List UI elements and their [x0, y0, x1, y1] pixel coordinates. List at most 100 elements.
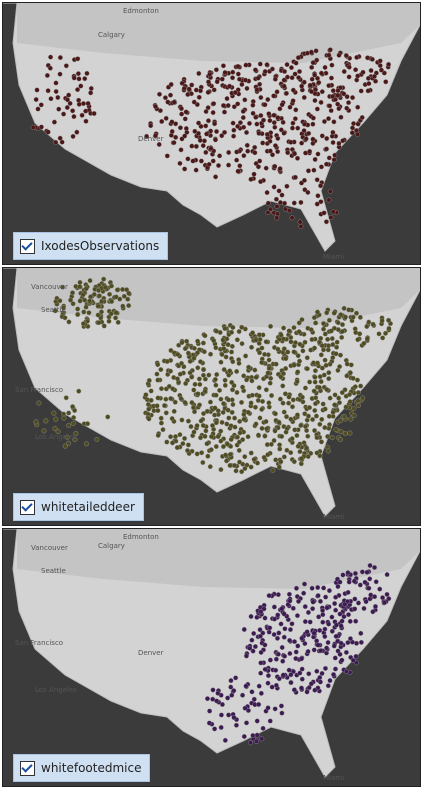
place-label: Vancouver	[31, 283, 68, 291]
observation-point	[79, 112, 85, 118]
observation-point	[240, 115, 246, 121]
observation-point	[241, 124, 247, 130]
observation-point	[301, 177, 307, 183]
layer-toggle[interactable]: whitetaileddeer	[13, 493, 144, 521]
observation-point	[213, 345, 219, 351]
observation-point	[367, 576, 373, 582]
observation-point	[325, 683, 331, 689]
observation-point	[339, 390, 345, 396]
observation-point	[114, 287, 120, 293]
observation-point	[274, 215, 280, 221]
observation-point	[187, 370, 193, 376]
observation-point	[276, 464, 282, 470]
observation-point	[257, 415, 263, 421]
observation-point	[258, 113, 264, 119]
observation-point	[335, 101, 341, 107]
observation-point	[71, 114, 77, 120]
observation-point	[101, 323, 107, 329]
observation-point	[337, 651, 343, 657]
observation-point	[62, 443, 68, 449]
observation-point	[299, 656, 305, 662]
observation-point	[327, 47, 333, 53]
observation-point	[202, 333, 208, 339]
observation-point	[289, 404, 295, 410]
observation-point	[372, 594, 378, 600]
observation-point	[237, 430, 243, 436]
place-label: Miami	[323, 253, 344, 261]
observation-point	[328, 75, 334, 81]
observation-point	[228, 678, 234, 684]
observation-point	[266, 111, 272, 117]
place-label: Los Angeles	[35, 686, 77, 694]
observation-point	[314, 668, 320, 674]
observation-point	[306, 130, 312, 136]
layer-toggle[interactable]: whitefootedmice	[13, 754, 151, 782]
observation-point	[352, 570, 358, 576]
observation-point	[66, 319, 72, 325]
observation-point	[326, 317, 332, 323]
observation-point	[215, 434, 221, 440]
observation-point	[152, 133, 158, 139]
observation-point	[202, 388, 208, 394]
observation-point	[259, 345, 265, 351]
checkbox[interactable]	[20, 499, 35, 515]
observation-point	[286, 400, 292, 406]
observation-point	[344, 361, 350, 367]
observation-point	[243, 62, 249, 68]
observation-point	[339, 618, 345, 624]
observation-point	[86, 310, 92, 316]
observation-point	[317, 675, 323, 681]
observation-point	[299, 676, 305, 682]
observation-point	[121, 293, 127, 299]
observation-point	[96, 320, 102, 326]
observation-point	[197, 137, 203, 143]
observation-point	[77, 298, 83, 304]
checkbox[interactable]	[20, 760, 35, 776]
observation-point	[287, 598, 293, 604]
observation-point	[258, 179, 264, 185]
observation-point	[386, 325, 392, 331]
observation-point	[47, 65, 53, 71]
observation-point	[146, 377, 152, 383]
observation-point	[256, 130, 262, 136]
observation-point	[317, 598, 323, 604]
observation-point	[273, 667, 279, 673]
observation-point	[174, 376, 180, 382]
layer-toggle[interactable]: IxodesObservations	[13, 232, 169, 260]
observation-point	[201, 367, 207, 373]
observation-point	[77, 279, 83, 285]
place-label: Edmonton	[123, 533, 159, 541]
observation-point	[377, 58, 383, 64]
observation-point	[255, 75, 261, 81]
observation-point	[301, 79, 307, 85]
observation-point	[240, 692, 246, 698]
observation-point	[225, 407, 231, 413]
observation-point	[244, 129, 250, 135]
observation-point	[55, 429, 61, 435]
observation-point	[302, 423, 308, 429]
observation-point	[214, 79, 220, 85]
observation-point	[200, 460, 206, 466]
observation-point	[215, 690, 221, 696]
observation-point	[226, 415, 232, 421]
observation-point	[317, 421, 323, 427]
observation-point	[311, 360, 317, 366]
observation-point	[299, 317, 305, 323]
observation-point	[292, 427, 298, 433]
observation-point	[335, 367, 341, 373]
observation-point	[313, 48, 319, 54]
place-label: Vancouver	[31, 544, 68, 552]
observation-point	[227, 462, 233, 468]
observation-point	[351, 413, 357, 419]
observation-point	[75, 71, 81, 77]
observation-point	[229, 379, 235, 385]
observation-point	[342, 431, 348, 437]
observation-point	[353, 310, 359, 316]
observation-point	[57, 298, 63, 304]
checkbox[interactable]	[20, 238, 35, 254]
observation-point	[220, 337, 226, 343]
observation-point	[261, 117, 267, 123]
observation-point	[223, 354, 229, 360]
observation-point	[325, 336, 331, 342]
observation-point	[241, 626, 247, 632]
